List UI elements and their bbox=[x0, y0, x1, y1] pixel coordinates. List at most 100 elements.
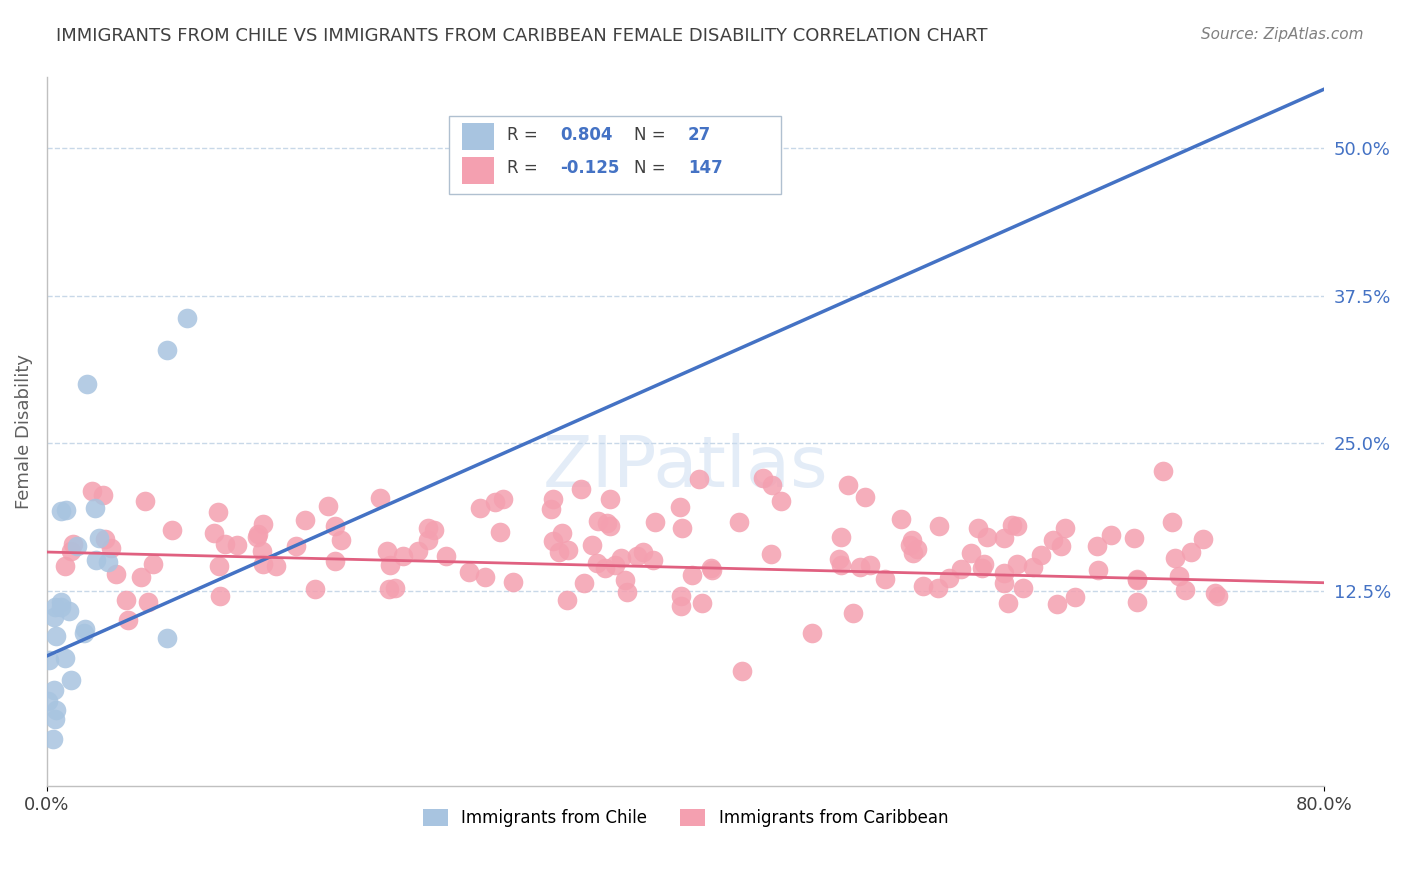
Immigrants from Caribbean bbox=[1125, 594, 1147, 608]
Immigrants from Caribbean bbox=[1012, 581, 1035, 595]
Immigrants from Caribbean bbox=[62, 537, 84, 551]
Immigrants from Caribbean bbox=[842, 606, 865, 620]
Immigrants from Chile bbox=[42, 683, 65, 698]
Text: ZIPatlas: ZIPatlas bbox=[543, 433, 828, 501]
Immigrants from Caribbean bbox=[599, 491, 621, 506]
Immigrants from Caribbean bbox=[993, 531, 1015, 545]
Immigrants from Chile bbox=[89, 531, 111, 545]
Immigrants from Caribbean bbox=[927, 582, 949, 596]
Immigrants from Caribbean bbox=[208, 558, 231, 573]
Text: R =: R = bbox=[506, 159, 543, 178]
Immigrants from Caribbean bbox=[643, 553, 665, 567]
Immigrants from Caribbean bbox=[1152, 464, 1174, 478]
Immigrants from Caribbean bbox=[692, 596, 714, 610]
Immigrants from Caribbean bbox=[1005, 558, 1028, 572]
Immigrants from Chile bbox=[155, 631, 177, 645]
Immigrants from Caribbean bbox=[252, 557, 274, 571]
Immigrants from Caribbean bbox=[681, 568, 703, 582]
Immigrants from Caribbean bbox=[1053, 521, 1076, 535]
Text: 0.804: 0.804 bbox=[560, 126, 613, 144]
Immigrants from Caribbean bbox=[702, 563, 724, 577]
Immigrants from Caribbean bbox=[304, 582, 326, 596]
Immigrants from Caribbean bbox=[973, 557, 995, 571]
Immigrants from Caribbean bbox=[368, 491, 391, 505]
Immigrants from Caribbean bbox=[323, 554, 346, 568]
Immigrants from Caribbean bbox=[489, 524, 512, 539]
Immigrants from Caribbean bbox=[599, 518, 621, 533]
Immigrants from Caribbean bbox=[830, 558, 852, 573]
Immigrants from Caribbean bbox=[761, 477, 783, 491]
Immigrants from Caribbean bbox=[250, 544, 273, 558]
Immigrants from Caribbean bbox=[972, 561, 994, 575]
Immigrants from Caribbean bbox=[997, 596, 1019, 610]
Immigrants from Chile bbox=[44, 600, 66, 615]
Immigrants from Caribbean bbox=[728, 515, 751, 529]
Immigrants from Caribbean bbox=[548, 545, 571, 559]
Immigrants from Caribbean bbox=[1087, 563, 1109, 577]
Immigrants from Caribbean bbox=[1085, 539, 1108, 553]
Immigrants from Caribbean bbox=[91, 488, 114, 502]
Immigrants from Caribbean bbox=[406, 544, 429, 558]
Immigrants from Chile bbox=[49, 595, 72, 609]
Immigrants from Caribbean bbox=[392, 549, 415, 563]
Immigrants from Caribbean bbox=[502, 574, 524, 589]
Immigrants from Caribbean bbox=[976, 530, 998, 544]
Immigrants from Chile bbox=[42, 731, 65, 746]
Immigrants from Caribbean bbox=[700, 561, 723, 575]
Immigrants from Caribbean bbox=[264, 559, 287, 574]
Immigrants from Caribbean bbox=[581, 537, 603, 551]
Immigrants from Caribbean bbox=[853, 490, 876, 504]
Immigrants from Chile bbox=[42, 610, 65, 624]
Immigrants from Chile bbox=[76, 377, 98, 392]
Immigrants from Caribbean bbox=[1001, 518, 1024, 533]
Immigrants from Caribbean bbox=[950, 562, 973, 576]
Immigrants from Caribbean bbox=[1005, 518, 1028, 533]
Immigrants from Caribbean bbox=[294, 513, 316, 527]
Immigrants from Caribbean bbox=[375, 543, 398, 558]
Immigrants from Chile bbox=[176, 310, 198, 325]
Immigrants from Chile bbox=[83, 501, 105, 516]
Immigrants from Caribbean bbox=[484, 495, 506, 509]
Immigrants from Caribbean bbox=[616, 585, 638, 599]
Immigrants from Caribbean bbox=[731, 664, 754, 678]
Immigrants from Caribbean bbox=[1164, 550, 1187, 565]
Immigrants from Caribbean bbox=[1126, 573, 1149, 587]
Immigrants from Caribbean bbox=[605, 558, 627, 572]
Text: -0.125: -0.125 bbox=[560, 159, 620, 178]
Immigrants from Caribbean bbox=[541, 492, 564, 507]
Immigrants from Caribbean bbox=[468, 500, 491, 515]
Immigrants from Caribbean bbox=[1050, 539, 1073, 553]
Immigrants from Caribbean bbox=[557, 542, 579, 557]
Immigrants from Caribbean bbox=[247, 527, 270, 541]
Immigrants from Chile bbox=[37, 693, 59, 707]
FancyBboxPatch shape bbox=[463, 157, 494, 184]
Immigrants from Caribbean bbox=[938, 571, 960, 585]
Immigrants from Caribbean bbox=[593, 561, 616, 575]
Immigrants from Chile bbox=[60, 673, 83, 688]
Immigrants from Caribbean bbox=[1046, 597, 1069, 611]
Immigrants from Chile bbox=[55, 503, 77, 517]
Immigrants from Caribbean bbox=[82, 483, 104, 498]
Immigrants from Chile bbox=[73, 623, 96, 637]
Immigrants from Caribbean bbox=[849, 559, 872, 574]
Immigrants from Chile bbox=[65, 539, 87, 553]
Immigrants from Caribbean bbox=[416, 533, 439, 548]
Immigrants from Caribbean bbox=[1206, 589, 1229, 603]
FancyBboxPatch shape bbox=[463, 123, 494, 151]
Immigrants from Caribbean bbox=[1161, 515, 1184, 529]
Immigrants from Caribbean bbox=[246, 530, 269, 544]
Immigrants from Caribbean bbox=[160, 523, 183, 537]
Immigrants from Caribbean bbox=[901, 546, 924, 560]
Immigrants from Caribbean bbox=[378, 558, 401, 573]
Immigrants from Caribbean bbox=[631, 545, 654, 559]
Immigrants from Chile bbox=[53, 650, 76, 665]
Immigrants from Caribbean bbox=[285, 540, 308, 554]
Text: N =: N = bbox=[634, 126, 671, 144]
Immigrants from Caribbean bbox=[898, 538, 921, 552]
Immigrants from Caribbean bbox=[555, 592, 578, 607]
Immigrants from Caribbean bbox=[142, 557, 165, 571]
Immigrants from Caribbean bbox=[114, 593, 136, 607]
Immigrants from Caribbean bbox=[569, 482, 592, 496]
Immigrants from Chile bbox=[97, 555, 120, 569]
Immigrants from Caribbean bbox=[134, 494, 156, 508]
